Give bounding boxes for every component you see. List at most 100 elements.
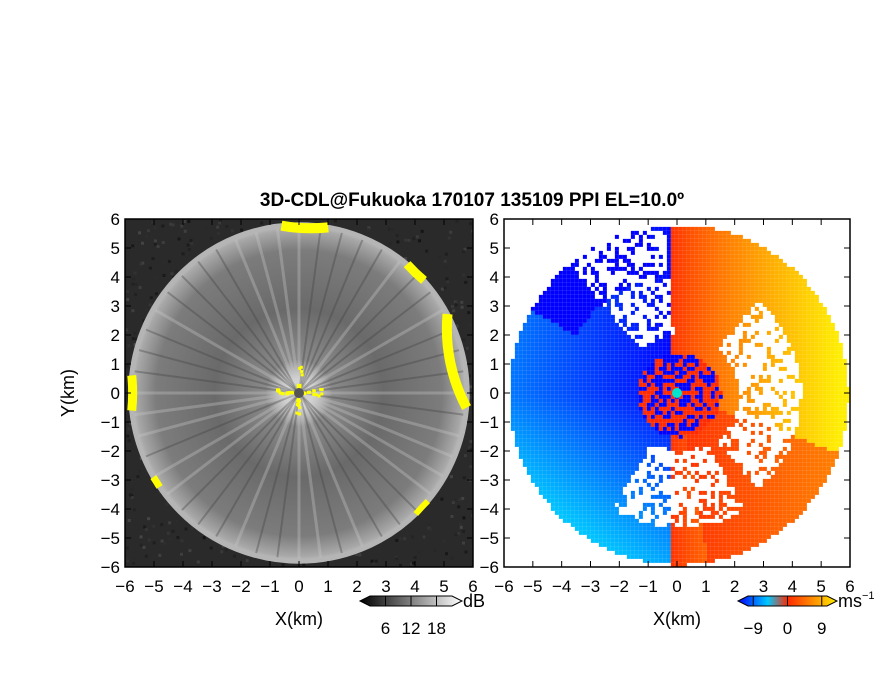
- velocity-cell: [546, 350, 551, 355]
- velocity-cell: [702, 458, 707, 463]
- velocity-cell: [786, 474, 791, 479]
- velocity-cell: [562, 310, 567, 315]
- velocity-cell: [614, 250, 619, 255]
- velocity-cell: [578, 362, 583, 367]
- velocity-cell: [810, 422, 815, 427]
- velocity-cell: [734, 470, 739, 475]
- velocity-cell: [686, 386, 691, 391]
- velocity-cell: [662, 430, 667, 435]
- velocity-cell: [614, 358, 619, 363]
- velocity-cell: [794, 458, 799, 463]
- velocity-cell: [690, 230, 695, 235]
- velocity-cell: [590, 462, 595, 467]
- velocity-cell: [610, 482, 615, 487]
- center-highlight: [281, 392, 285, 396]
- velocity-cell: [806, 490, 811, 495]
- velocity-cell: [554, 342, 559, 347]
- velocity-cell: [730, 438, 735, 443]
- velocity-cell: [606, 386, 611, 391]
- velocity-cell: [594, 406, 599, 411]
- velocity-cell: [774, 410, 779, 415]
- velocity-cell: [710, 446, 715, 451]
- velocity-cell: [822, 310, 827, 315]
- velocity-cell: [562, 458, 567, 463]
- velocity-cell: [582, 354, 587, 359]
- velocity-cell: [686, 238, 691, 243]
- velocity-cell: [810, 370, 815, 375]
- velocity-cell: [606, 338, 611, 343]
- velocity-cell: [518, 342, 523, 347]
- velocity-cell: [694, 374, 699, 379]
- velocity-cell: [654, 382, 659, 387]
- velocity-cell: [622, 450, 627, 455]
- velocity-cell: [790, 270, 795, 275]
- velocity-cell: [582, 374, 587, 379]
- velocity-cell: [566, 346, 571, 351]
- velocity-cell: [822, 322, 827, 327]
- velocity-cell: [582, 370, 587, 375]
- noise-speckle: [169, 239, 173, 243]
- noise-speckle: [145, 234, 149, 238]
- velocity-cell: [774, 458, 779, 463]
- velocity-cell: [818, 418, 823, 423]
- velocity-cell: [614, 478, 619, 483]
- velocity-cell: [746, 286, 751, 291]
- velocity-cell: [530, 318, 535, 323]
- velocity-cell: [670, 294, 675, 299]
- velocity-cell: [562, 426, 567, 431]
- velocity-cell: [614, 474, 619, 479]
- velocity-cell: [670, 310, 675, 315]
- velocity-cell: [674, 490, 679, 495]
- velocity-cell: [602, 458, 607, 463]
- velocity-cell: [770, 290, 775, 295]
- velocity-cell: [630, 250, 635, 255]
- velocity-cell: [602, 426, 607, 431]
- velocity-cell: [670, 362, 675, 367]
- velocity-cell: [710, 338, 715, 343]
- velocity-cell: [682, 418, 687, 423]
- velocity-cell: [734, 302, 739, 307]
- velocity-cell: [642, 362, 647, 367]
- velocity-cell: [738, 294, 743, 299]
- velocity-cell: [690, 234, 695, 239]
- velocity-cell: [822, 446, 827, 451]
- velocity-cell: [810, 306, 815, 311]
- velocity-cell: [710, 354, 715, 359]
- velocity-cell: [774, 478, 779, 483]
- velocity-cell: [566, 294, 571, 299]
- velocity-cell: [682, 230, 687, 235]
- velocity-cell: [626, 270, 631, 275]
- velocity-cell: [830, 366, 835, 371]
- noise-speckle: [153, 239, 157, 243]
- velocity-cell: [554, 274, 559, 279]
- velocity-cell: [566, 274, 571, 279]
- velocity-cell: [626, 422, 631, 427]
- velocity-cell: [618, 422, 623, 427]
- velocity-cell: [698, 274, 703, 279]
- velocity-cell: [610, 446, 615, 451]
- velocity-cell: [782, 282, 787, 287]
- velocity-cell: [730, 366, 735, 371]
- noise-speckle: [126, 559, 130, 563]
- velocity-cell: [810, 366, 815, 371]
- velocity-cell: [830, 430, 835, 435]
- velocity-cell: [782, 398, 787, 403]
- velocity-cell: [710, 438, 715, 443]
- velocity-cell: [638, 362, 643, 367]
- velocity-cell: [542, 438, 547, 443]
- velocity-cell: [842, 386, 847, 391]
- velocity-cell: [670, 230, 675, 235]
- noise-speckle: [190, 241, 194, 245]
- velocity-cell: [814, 346, 819, 351]
- velocity-cell: [642, 454, 647, 459]
- noise-speckle: [152, 541, 156, 545]
- velocity-cell: [634, 434, 639, 439]
- velocity-cell: [738, 242, 743, 247]
- velocity-cell: [762, 478, 767, 483]
- noise-speckle: [130, 492, 134, 496]
- velocity-cell: [834, 430, 839, 435]
- noise-speckle: [422, 535, 426, 539]
- noise-speckle: [180, 539, 184, 543]
- noise-speckle: [427, 523, 431, 527]
- velocity-cell: [818, 378, 823, 383]
